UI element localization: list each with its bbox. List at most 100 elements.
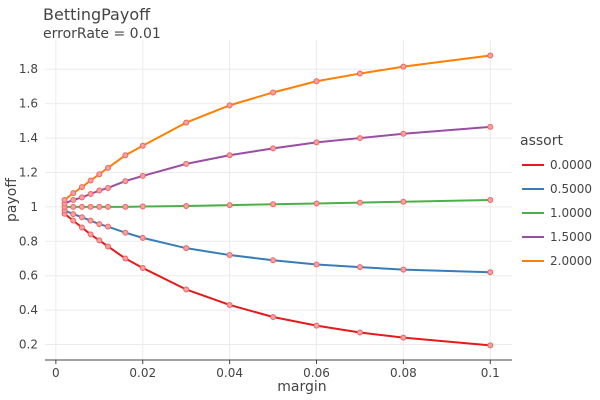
- x-tick-label: 0.04: [216, 366, 243, 380]
- data-point: [104, 223, 111, 230]
- data-point: [356, 135, 363, 142]
- legend-label: 2.0000: [550, 254, 592, 268]
- data-point: [313, 261, 320, 268]
- data-point: [87, 190, 94, 197]
- y-tick-label: 1.2: [19, 165, 38, 179]
- axes: 0 0.02 0.04 0.06 0.08 0.1 0.2 0.4 0.6 0.8 1 1.2 1.4 1…: [19, 62, 512, 380]
- data-point: [96, 237, 103, 244]
- y-tick-label: 0.8: [19, 234, 38, 248]
- chart-title: BettingPayoff: [43, 5, 151, 24]
- data-point: [270, 313, 277, 320]
- data-point: [487, 123, 494, 130]
- data-point: [122, 203, 129, 210]
- data-point: [70, 217, 77, 224]
- data-point: [122, 152, 129, 159]
- data-point: [122, 178, 129, 185]
- data-point: [87, 203, 94, 210]
- legend: 0.0000 0.5000 1.0000 1.5000 2.0000: [522, 158, 592, 268]
- data-point: [313, 139, 320, 146]
- x-tick-label: 0.02: [129, 366, 156, 380]
- series-markers: [61, 52, 494, 349]
- data-point: [487, 197, 494, 203]
- data-point: [487, 342, 494, 349]
- data-point: [104, 203, 111, 210]
- data-point: [139, 142, 146, 149]
- data-point: [70, 203, 77, 210]
- data-point: [400, 198, 407, 205]
- data-point: [70, 197, 77, 203]
- chart-subtitle: errorRate = 0.01: [43, 26, 161, 42]
- series-line-2.0000: [63, 54, 491, 201]
- data-point: [104, 184, 111, 191]
- legend-label: 1.5000: [550, 230, 592, 244]
- legend-label: 1.0000: [550, 206, 592, 220]
- data-point: [400, 63, 407, 70]
- data-point: [270, 89, 277, 96]
- x-tick-label: 0: [52, 366, 60, 380]
- series-lines: [63, 54, 491, 347]
- data-point: [226, 252, 233, 259]
- data-point: [487, 52, 494, 59]
- data-point: [400, 266, 407, 273]
- y-tick-label: 1.8: [19, 62, 38, 76]
- data-point: [270, 257, 277, 264]
- data-point: [78, 203, 85, 210]
- data-point: [487, 269, 494, 276]
- legend-label: 0.0000: [550, 158, 592, 172]
- data-point: [70, 211, 77, 218]
- data-point: [183, 160, 190, 167]
- x-tick-label: 0.1: [481, 366, 500, 380]
- data-point: [61, 197, 68, 203]
- data-point: [70, 190, 77, 197]
- data-point: [87, 217, 94, 224]
- legend-title: assort: [520, 133, 563, 149]
- data-point: [356, 70, 363, 77]
- data-point: [183, 286, 190, 293]
- data-point: [96, 187, 103, 194]
- data-point: [226, 152, 233, 159]
- data-point: [400, 334, 407, 341]
- data-point: [356, 199, 363, 206]
- data-point: [139, 172, 146, 179]
- x-axis-label: margin: [277, 379, 326, 395]
- x-tick-label: 0.06: [303, 366, 330, 380]
- data-point: [226, 102, 233, 109]
- data-point: [104, 164, 111, 171]
- data-point: [139, 264, 146, 271]
- data-point: [139, 203, 146, 210]
- series-line-1.0000: [64, 199, 491, 208]
- data-point: [226, 202, 233, 209]
- data-point: [313, 78, 320, 85]
- data-point: [226, 301, 233, 308]
- x-tick-label: 0.08: [390, 366, 417, 380]
- data-point: [78, 184, 85, 191]
- data-point: [356, 329, 363, 336]
- y-tick-label: 1: [30, 200, 38, 214]
- data-point: [96, 171, 103, 178]
- data-point: [78, 214, 85, 221]
- data-point: [96, 203, 103, 210]
- data-point: [104, 243, 111, 250]
- data-point: [270, 201, 277, 208]
- y-tick-label: 1.6: [19, 97, 38, 111]
- data-point: [139, 234, 146, 241]
- data-point: [122, 255, 129, 262]
- data-point: [87, 231, 94, 238]
- data-point: [270, 145, 277, 152]
- data-point: [183, 203, 190, 210]
- y-tick-label: 0.4: [19, 303, 38, 317]
- data-point: [78, 224, 85, 231]
- data-point: [78, 194, 85, 201]
- data-point: [122, 229, 129, 236]
- data-point: [313, 322, 320, 329]
- data-point: [96, 221, 103, 228]
- data-point: [183, 119, 190, 126]
- data-point: [400, 130, 407, 137]
- y-tick-label: 0.2: [19, 338, 38, 352]
- legend-label: 0.5000: [550, 182, 592, 196]
- data-point: [87, 177, 94, 184]
- y-axis-label: payoff: [4, 178, 20, 222]
- y-tick-label: 1.4: [19, 131, 38, 145]
